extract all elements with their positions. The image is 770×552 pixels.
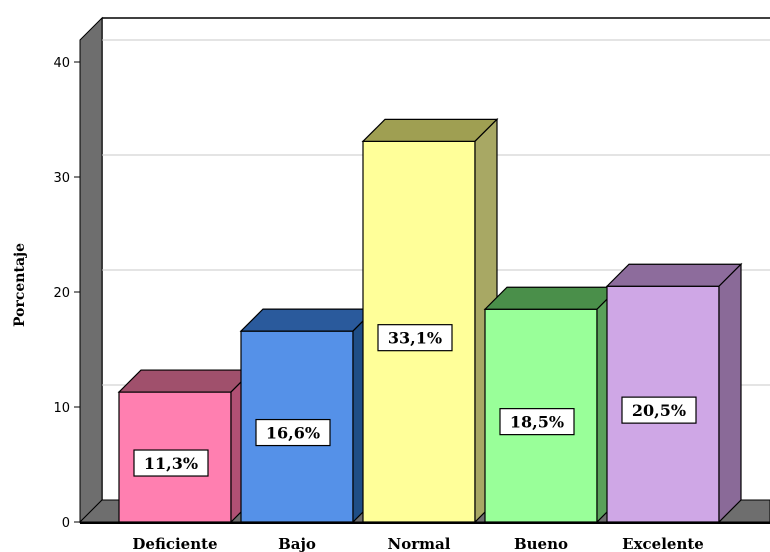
data-label-box: [255, 418, 331, 447]
bar-top: [483, 286, 621, 310]
data-label: 20,5%: [632, 401, 686, 420]
data-label: 11,3%: [144, 454, 198, 473]
bar-excelente: 20,5%: [605, 262, 743, 524]
y-tick-label: 40: [53, 56, 70, 71]
data-label-box: [377, 324, 453, 352]
data-label: 18,5%: [510, 413, 564, 432]
data-label: 16,6%: [266, 424, 320, 443]
bar-top: [605, 263, 743, 287]
bar-top: [239, 308, 377, 332]
bar-normal: 33,1%: [361, 117, 499, 524]
bar-top: [117, 369, 255, 393]
y-tick-label: 20: [53, 286, 70, 301]
y-tick-label: 0: [62, 516, 70, 531]
x-tick-label: Deficiente: [132, 535, 217, 552]
data-label-box: [133, 449, 209, 477]
data-label-box: [499, 408, 575, 436]
y-tick-label: 10: [53, 401, 70, 416]
left-wall: [79, 16, 103, 524]
x-tick-label: Excelente: [622, 535, 704, 552]
x-tick-label: Normal: [388, 535, 451, 552]
y-axis-ticks: 0 10 20 30 40: [53, 56, 80, 531]
y-axis-title: Porcentaje: [12, 243, 28, 327]
y-tick-label: 30: [53, 171, 70, 186]
x-tick-label: Bueno: [514, 535, 568, 552]
bar-top: [361, 118, 499, 142]
bar-side: [718, 262, 742, 524]
bar-bueno: 18,5%: [483, 285, 621, 524]
x-tick-label: Bajo: [278, 535, 316, 552]
data-label: 33,1%: [388, 329, 442, 348]
bar-deficiente: 11,3%: [117, 368, 255, 524]
bars: 11,3% 16,6% 33,1% 18,5% 20,5%: [117, 117, 743, 524]
x-axis-labels: Deficiente Bajo Normal Bueno Excelente: [132, 535, 703, 552]
bar-bajo: 16,6%: [239, 307, 377, 524]
data-label-box: [621, 396, 697, 424]
